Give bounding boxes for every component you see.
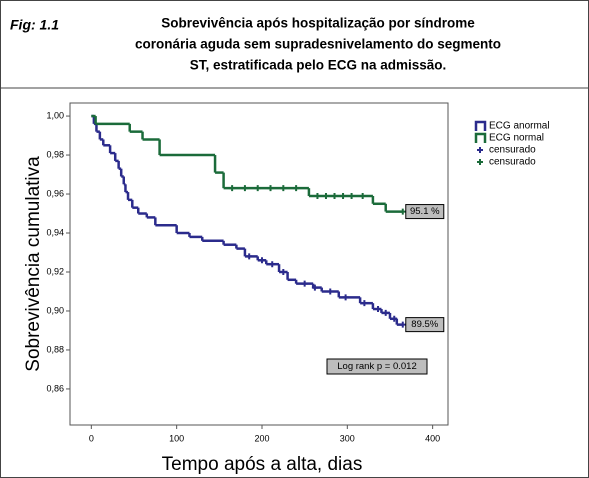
title: Sobrevivência após hospitalização por sí… (161, 16, 475, 31)
censor-mark (258, 257, 265, 264)
censor-mark (267, 185, 274, 192)
censor-mark (322, 192, 329, 199)
y-tick-label: 0,96 (46, 188, 64, 198)
legend-label: ECG anormal (489, 121, 550, 132)
x-tick-label: 200 (254, 433, 269, 443)
censor-mark (375, 306, 382, 313)
legend-label: censurado (489, 145, 536, 156)
x-tick-label: 100 (169, 433, 184, 443)
annotation: Log rank p = 0.012 (337, 361, 417, 372)
censor-mark (359, 192, 366, 199)
fig-label: Fig: 1.1 (10, 17, 59, 33)
censor-mark (340, 192, 347, 199)
censor-mark (399, 321, 406, 328)
y-tick-label: 0,90 (46, 305, 64, 315)
legend-censor (477, 159, 483, 165)
censor-mark (327, 288, 334, 295)
censor-mark (314, 192, 321, 199)
end-label-box (405, 317, 445, 333)
x-tick-label: 300 (340, 433, 355, 443)
y-axis-label: Sobrevivência cumulativa (23, 156, 44, 372)
censor-mark (382, 309, 389, 316)
legend-swatch (474, 132, 487, 143)
censor-mark (301, 280, 308, 287)
end-label: 89.5% (411, 319, 438, 330)
censor-mark (241, 185, 248, 192)
y-tick-label: 0,86 (46, 383, 64, 393)
x-tick-label: 400 (425, 433, 440, 443)
censor-mark (331, 192, 338, 199)
end-label: 95.1 % (410, 206, 440, 217)
censor-mark (269, 261, 276, 268)
censor-mark (229, 185, 236, 192)
censor-mark (342, 294, 349, 301)
title: ST, estratificada pelo ECG na admissão. (190, 58, 447, 73)
legend-swatch (474, 120, 487, 131)
y-tick-label: 0,92 (46, 266, 64, 276)
y-tick-label: 0,98 (46, 149, 64, 159)
censor-mark (254, 185, 261, 192)
x-tick-label: 0 (89, 433, 94, 443)
title: coronária aguda sem supradesnivelamento … (135, 37, 501, 52)
y-tick-label: 0,94 (46, 227, 64, 237)
censor-mark (391, 315, 398, 322)
censor-mark (348, 192, 355, 199)
censor-mark (311, 284, 318, 291)
end-label-box (405, 204, 445, 220)
censor-mark (280, 185, 287, 192)
legend-censor (477, 147, 483, 153)
censor-mark (293, 185, 300, 192)
x-axis-label: Tempo após a alta, dias (162, 454, 363, 475)
censor-mark (361, 300, 368, 307)
annotation-box (326, 358, 428, 375)
legend-label: ECG normal (489, 133, 544, 144)
censor-mark (246, 253, 253, 260)
censor-mark (280, 268, 287, 275)
censor-mark (399, 208, 406, 215)
y-tick-label: 1,00 (46, 110, 64, 120)
plot-box (69, 102, 449, 426)
legend-label: censurado (489, 157, 536, 168)
y-tick-label: 0,88 (46, 344, 64, 354)
